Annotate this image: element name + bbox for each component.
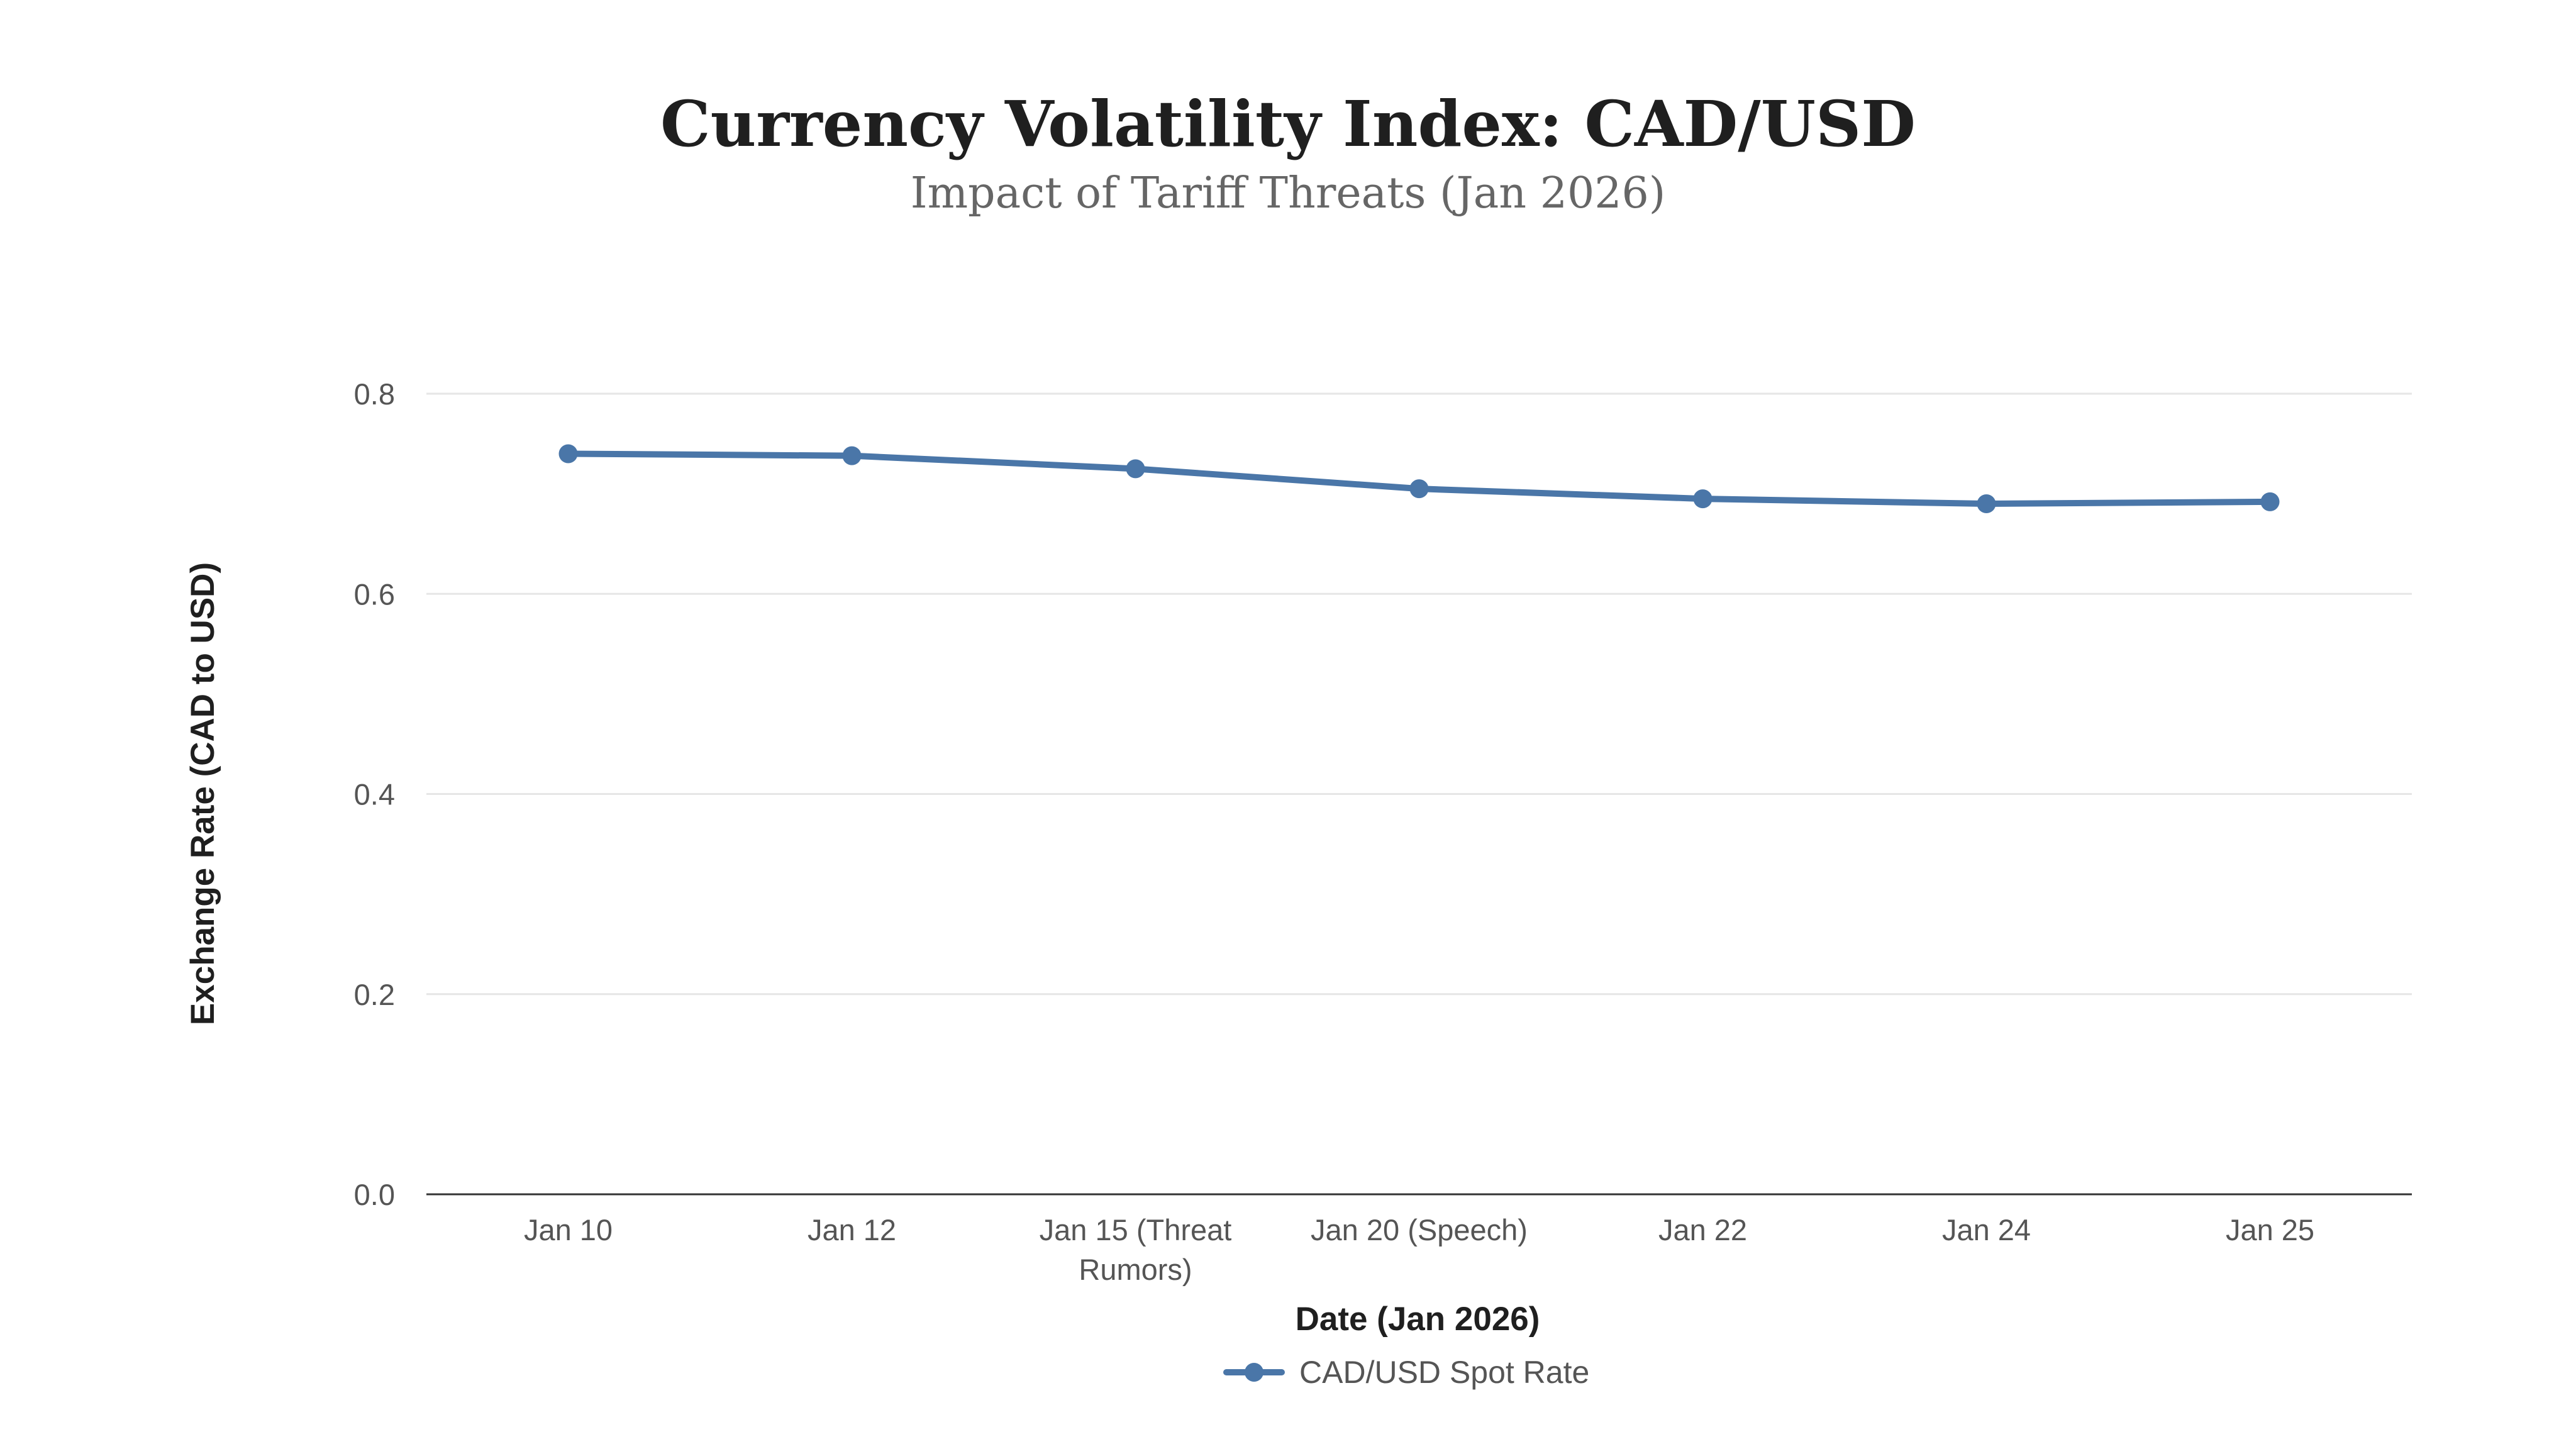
chart-title: Currency Volatility Index: CAD/USD — [660, 87, 1916, 161]
x-tick-label: Jan 24 — [1942, 1213, 2031, 1246]
x-axis-title: Date (Jan 2026) — [1296, 1301, 1540, 1338]
legend-marker-swatch — [1245, 1363, 1263, 1382]
data-point[interactable] — [1977, 494, 1996, 514]
data-point[interactable] — [2260, 492, 2280, 511]
x-axis-ticks: Jan 10 Jan 12 Jan 15 (Threat Rumors) Jan 20 … — [524, 1213, 2314, 1286]
legend[interactable]: CAD/USD Spot Rate — [1223, 1355, 1589, 1390]
y-tick-label: 0.8 — [354, 377, 395, 411]
data-point[interactable] — [1693, 489, 1713, 509]
y-tick-label: 0.6 — [354, 577, 395, 611]
chart-subtitle: Impact of Tariff Threats (Jan 2026) — [911, 169, 1666, 218]
gridlines — [426, 392, 2412, 996]
data-point[interactable] — [558, 444, 578, 464]
x-tick-label: Jan 22 — [1658, 1213, 1747, 1246]
x-tick-label: Jan 12 — [808, 1213, 896, 1246]
x-tick-label: Jan 10 — [524, 1213, 613, 1246]
y-axis-ticks: 0.0 0.2 0.4 0.6 0.8 — [354, 377, 395, 1211]
series-layer — [558, 444, 2280, 514]
y-tick-label: 0.2 — [354, 978, 395, 1011]
y-tick-label: 0.0 — [354, 1178, 395, 1211]
x-tick-label: Jan 25 — [2226, 1213, 2314, 1246]
x-tick-label: Jan 15 (Threat Rumors) — [1040, 1213, 1232, 1286]
y-tick-label: 0.4 — [354, 778, 395, 811]
data-point[interactable] — [1409, 479, 1429, 499]
legend-label: CAD/USD Spot Rate — [1299, 1355, 1589, 1390]
x-tick-label: Jan 20 (Speech) — [1311, 1213, 1528, 1246]
data-point[interactable] — [1126, 459, 1145, 479]
y-axis-title: Exchange Rate (CAD to USD) — [184, 562, 221, 1025]
data-point[interactable] — [842, 446, 862, 465]
